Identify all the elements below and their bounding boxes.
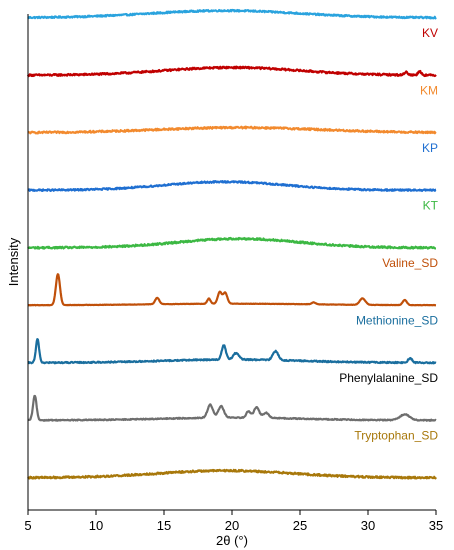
series-label-kp: KP [422, 141, 438, 155]
x-tick-label: 5 [24, 518, 31, 533]
x-ticks: 5 10 15 20 25 30 35 [24, 510, 443, 533]
series-label-kt: KT [423, 198, 439, 212]
series-line-kp [27, 180, 437, 193]
series-traces [26, 8, 437, 480]
x-axis-title: 2θ (°) [216, 533, 248, 548]
series-line-valine-sd [27, 273, 437, 307]
x-tick-label: 15 [157, 518, 171, 533]
series-label-tryptophan-sd: Tryptophan_SD [354, 428, 438, 442]
x-tick-label: 20 [225, 518, 239, 533]
series-line-tryptophan-sd [27, 468, 437, 480]
x-tick-label: 25 [293, 518, 307, 533]
y-axis-title: Intensity [6, 237, 21, 286]
series-label-kv: KV [422, 26, 438, 40]
series-labels: KOKVKMKPKTValine_SDMethionine_SDPhenylal… [339, 26, 439, 443]
series-label-phenylalanine-sd: Phenylalanine_SD [339, 371, 438, 385]
series-line-kt [27, 236, 437, 250]
x-tick-label: 10 [89, 518, 103, 533]
series-line-phenylalanine-sd [27, 394, 437, 422]
series-label-methionine-sd: Methionine_SD [356, 313, 438, 327]
series-label-valine-sd: Valine_SD [382, 256, 438, 270]
series-label-km: KM [420, 83, 438, 97]
series-line-km [27, 125, 437, 135]
x-tick-label: 35 [429, 518, 443, 533]
series-line-kv [26, 65, 437, 78]
series-line-methionine-sd [27, 338, 437, 365]
series-line-ko [27, 8, 437, 20]
x-tick-label: 30 [361, 518, 375, 533]
